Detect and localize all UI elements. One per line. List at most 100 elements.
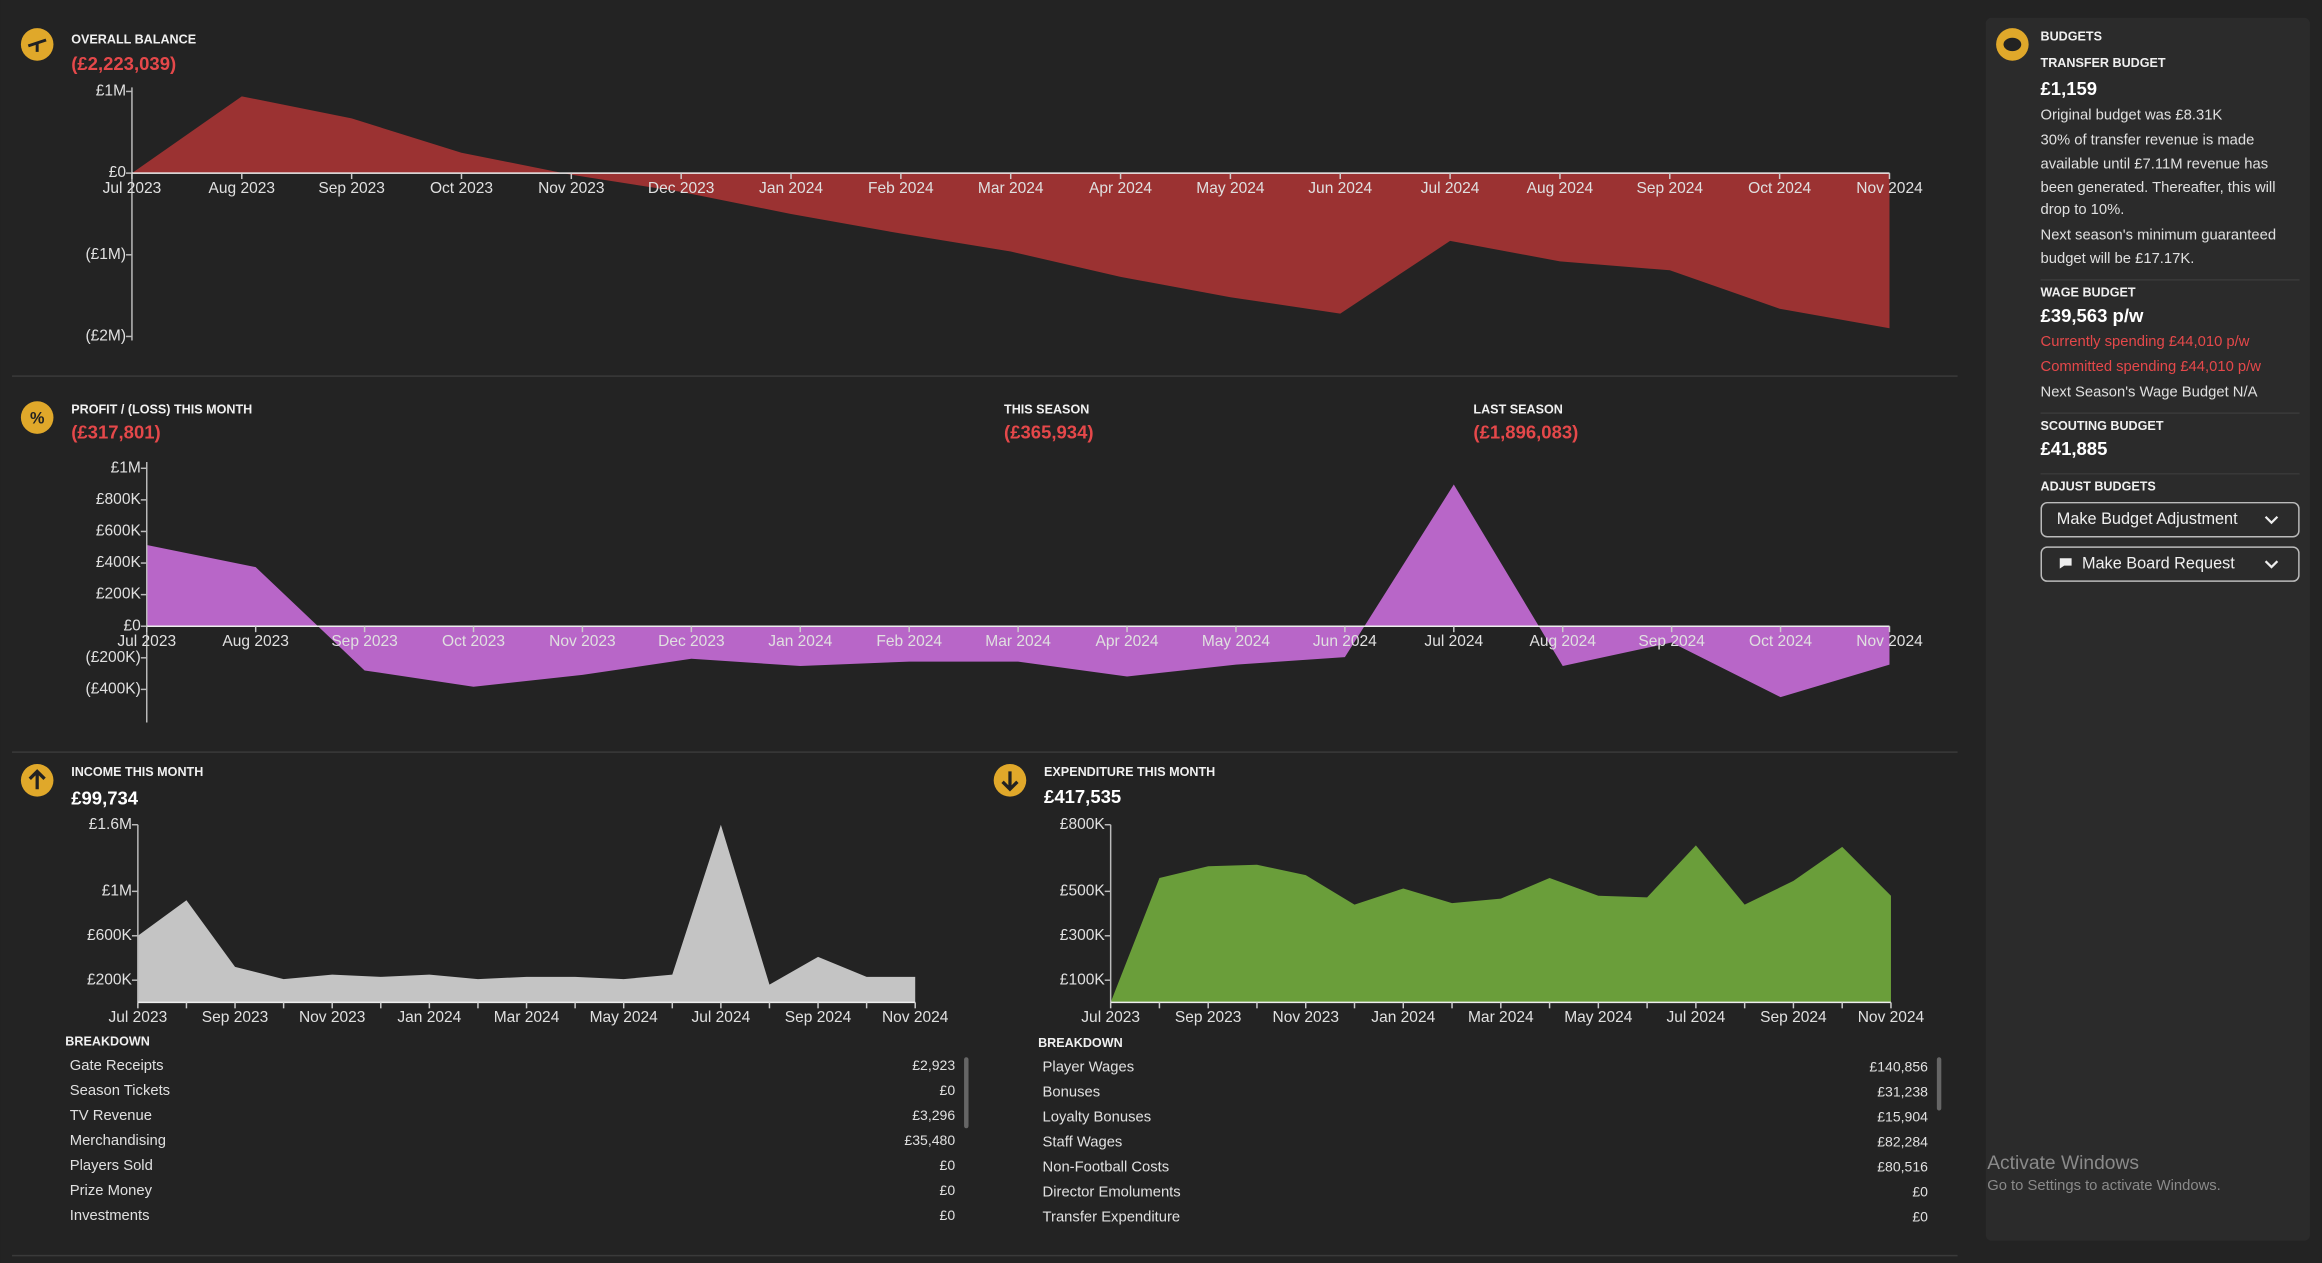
y-tick-label: £1.6M xyxy=(89,816,132,833)
x-tick-label: Dec 2023 xyxy=(648,180,714,197)
button-frame[interactable] xyxy=(2040,546,2300,582)
chevron[interactable] xyxy=(2264,560,2279,569)
button-label[interactable]: Make Budget Adjustment xyxy=(2057,510,2238,528)
chevron[interactable] xyxy=(2264,515,2279,525)
budget-text: Next Season's Wage Budget N/A xyxy=(2041,384,2258,400)
section-value: (£365,934) xyxy=(1004,422,1093,443)
budget-text: 30% of transfer revenue is made xyxy=(2041,133,2255,149)
budget-text: drop to 10%. xyxy=(2041,202,2125,218)
x-tick-label: Sep 2024 xyxy=(1760,1009,1827,1026)
x-tick-label: May 2024 xyxy=(1564,1009,1633,1026)
button-frame[interactable] xyxy=(2040,501,2300,538)
row-value: £3,296 xyxy=(912,1107,955,1123)
breakdown-title: BREAKDOWN xyxy=(65,1035,150,1049)
row-name: Non-Football Costs xyxy=(1043,1160,1170,1176)
x-tick-label: Feb 2024 xyxy=(876,633,942,650)
y-tick-label: £1M xyxy=(96,83,126,100)
x-tick-label: Mar 2024 xyxy=(978,180,1044,197)
y-tick-label: (£400K) xyxy=(86,681,141,698)
row-value: £0 xyxy=(1912,1183,1928,1199)
dropdown-button[interactable]: Make Board Request xyxy=(2040,546,2300,582)
x-tick-label: Nov 2023 xyxy=(549,633,616,650)
y-tick-label: £1M xyxy=(111,459,141,476)
row-value: £0 xyxy=(940,1182,956,1198)
x-tick-label: Sep 2024 xyxy=(1638,633,1705,650)
x-tick-label: Mar 2024 xyxy=(1468,1009,1534,1026)
dropdown-button[interactable]: Make Budget Adjustment xyxy=(2040,501,2300,538)
y-tick-label: £1M xyxy=(102,882,132,899)
row-value: £82,284 xyxy=(1877,1133,1928,1149)
x-tick-label: Jan 2024 xyxy=(397,1009,461,1026)
section-title: OVERALL BALANCE xyxy=(71,32,196,46)
icon xyxy=(20,401,54,434)
button-label[interactable]: Make Board Request xyxy=(2082,554,2235,572)
x-tick-label: Jun 2024 xyxy=(1313,633,1377,650)
area xyxy=(1110,845,1891,1003)
section-value: (£317,801) xyxy=(71,422,160,443)
budget-value: £1,159 xyxy=(2041,78,2098,99)
x-tick-label: Feb 2024 xyxy=(868,180,934,197)
budget-text: Next season's minimum guaranteed xyxy=(2041,227,2277,243)
x-tick-label: Nov 2024 xyxy=(882,1009,949,1026)
row-value: £31,238 xyxy=(1877,1083,1928,1099)
x-tick-label: Nov 2023 xyxy=(299,1009,366,1026)
row-name: Transfer Expenditure xyxy=(1043,1210,1181,1226)
budget-text: budget will be £17.17K. xyxy=(2041,251,2195,267)
row-value: £15,904 xyxy=(1877,1108,1928,1124)
row-value: £140,856 xyxy=(1869,1058,1928,1074)
sidebar-title: BUDGETS xyxy=(2041,29,2103,43)
y-tick-label: (£1M) xyxy=(85,246,126,263)
x-tick-label: Jul 2023 xyxy=(103,180,162,197)
x-tick-label: Jul 2024 xyxy=(1424,633,1483,650)
speech-icon[interactable] xyxy=(2059,558,2072,569)
x-tick-label: Jul 2024 xyxy=(692,1009,751,1026)
x-tick-label: Sep 2024 xyxy=(785,1009,852,1026)
budget-title: TRANSFER BUDGET xyxy=(2041,56,2166,70)
row-value: £0 xyxy=(940,1157,956,1173)
icon-glyph xyxy=(28,769,46,790)
area xyxy=(131,96,1890,329)
section-value: £99,734 xyxy=(71,787,139,808)
y-tick-label: £800K xyxy=(1060,816,1106,833)
x-tick-label: Jun 2024 xyxy=(1308,180,1372,197)
budget-title: ADJUST BUDGETS xyxy=(2041,479,2156,493)
budget-title: SCOUTING BUDGET xyxy=(2041,419,2164,433)
y-tick-label: £0 xyxy=(109,164,127,181)
scrollbar[interactable] xyxy=(1936,1057,1942,1111)
x-tick-label: Jan 2024 xyxy=(1371,1009,1435,1026)
y-tick-label: £500K xyxy=(1060,882,1106,899)
x-tick-label: Jul 2023 xyxy=(1081,1009,1140,1026)
y-tick-label: £600K xyxy=(87,927,133,944)
icon-glyph xyxy=(1001,771,1019,792)
x-tick-label: Sep 2023 xyxy=(202,1009,269,1026)
row-name: Players Sold xyxy=(70,1158,153,1174)
y-tick-label: £200K xyxy=(87,971,133,988)
x-tick-label: Aug 2024 xyxy=(1529,633,1596,650)
row-value: £0 xyxy=(940,1082,956,1098)
x-tick-label: May 2024 xyxy=(590,1009,659,1026)
section-value: £417,535 xyxy=(1044,786,1121,807)
x-tick-label: May 2024 xyxy=(1202,633,1271,650)
sidebar xyxy=(1985,17,2310,1241)
budget-warning: Currently spending £44,010 p/w xyxy=(2041,334,2250,350)
row-name: Bonuses xyxy=(1043,1084,1101,1100)
row-name: Staff Wages xyxy=(1043,1135,1123,1151)
x-tick-label: Aug 2024 xyxy=(1527,180,1594,197)
x-tick-label: Sep 2024 xyxy=(1637,180,1704,197)
x-tick-label: Oct 2023 xyxy=(442,633,505,650)
row-value: £0 xyxy=(1912,1208,1928,1224)
row-name: Season Tickets xyxy=(70,1083,170,1099)
budget-warning: Committed spending £44,010 p/w xyxy=(2041,359,2262,375)
x-tick-label: Dec 2023 xyxy=(658,633,725,650)
row-name: Prize Money xyxy=(70,1183,153,1199)
section-title: PROFIT / (LOSS) THIS MONTH xyxy=(71,402,252,416)
section-title: EXPENDITURE THIS MONTH xyxy=(1044,765,1215,779)
watermark-title: Activate Windows xyxy=(1987,1153,2139,1174)
x-tick-label: Jan 2024 xyxy=(768,633,832,650)
breakdown-title: BREAKDOWN xyxy=(1038,1036,1123,1050)
x-tick-label: Aug 2023 xyxy=(209,180,276,197)
scrollbar[interactable] xyxy=(964,1057,969,1129)
x-tick-label: Mar 2024 xyxy=(985,633,1051,650)
icon-glyph: % xyxy=(30,409,45,427)
